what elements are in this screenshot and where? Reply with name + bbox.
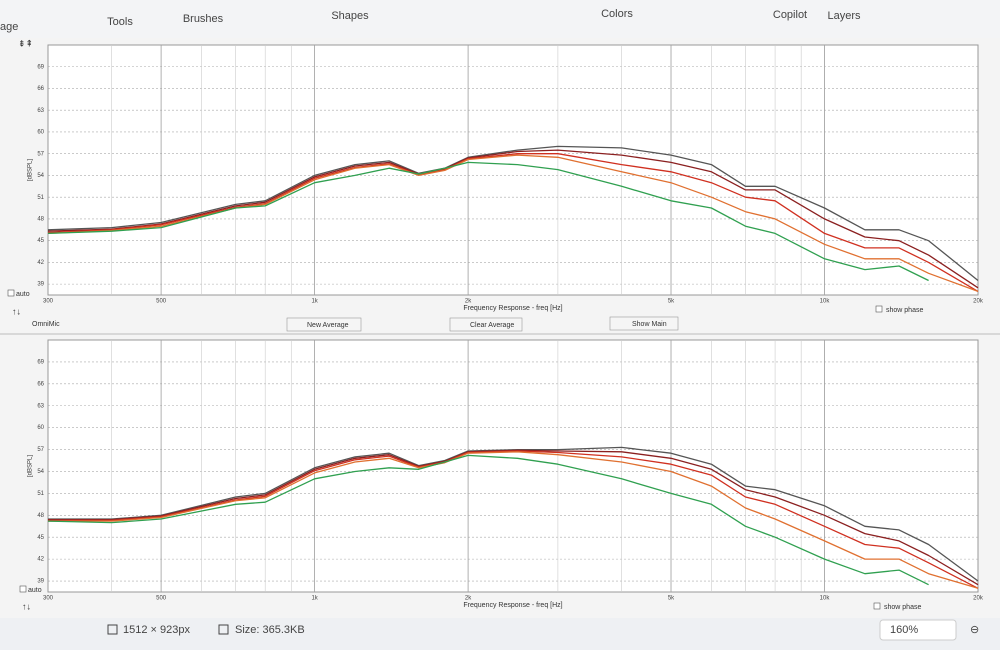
shapes-tab[interactable]: Shapes — [331, 10, 369, 22]
series-line — [48, 449, 979, 586]
clear-average-button[interactable] — [449, 317, 523, 332]
auto-label: auto — [16, 291, 30, 298]
y-tick-label: 69 — [37, 359, 44, 365]
series-line — [47, 454, 929, 586]
x-tick-label: 20k — [973, 299, 984, 305]
series-line — [48, 446, 979, 582]
y-axis-label: [dBSPL] — [28, 159, 34, 181]
dimension-icon — [107, 624, 118, 635]
y-tick-label: 57 — [37, 447, 44, 453]
plot-area — [47, 339, 979, 593]
y-tick-label: 66 — [37, 86, 44, 92]
x-tick-label: 5k — [668, 299, 675, 305]
nav-arrows[interactable]: ↑↓ — [12, 306, 21, 316]
brushes-tab[interactable]: Brushes — [183, 13, 224, 25]
y-tick-label: 54 — [37, 173, 44, 179]
y-tick-label: 60 — [37, 130, 44, 136]
x-tick-label: 300 — [43, 299, 54, 305]
series-line — [47, 153, 979, 292]
device-label[interactable]: OmniMic — [32, 321, 60, 328]
colors-tab[interactable]: Colors — [601, 8, 633, 20]
auto-checkbox[interactable] — [7, 289, 15, 297]
zoom-box[interactable] — [879, 619, 957, 641]
y-tick-label: 42 — [37, 260, 44, 266]
x-tick-label: 300 — [43, 596, 54, 602]
x-axis-label: Frequency Response - freq [Hz] — [463, 602, 562, 609]
x-tick-label: 1k — [311, 299, 318, 305]
plot-area — [47, 44, 979, 296]
x-tick-label: 2k — [465, 299, 472, 305]
new-average-text[interactable]: New Average — [307, 322, 349, 329]
series-line — [47, 149, 979, 289]
y-tick-label: 63 — [37, 403, 44, 409]
toolbar — [0, 0, 1000, 38]
y-tick-label: 51 — [37, 195, 44, 201]
auto-checkbox-2[interactable] — [19, 585, 27, 593]
x-tick-label: 10k — [820, 299, 831, 305]
series-line — [47, 145, 979, 282]
zoom-level[interactable]: 160% — [890, 624, 918, 636]
y-tick-label: 57 — [37, 151, 44, 157]
x-tick-label: 10k — [820, 596, 831, 602]
layers-tab[interactable]: Layers — [827, 10, 861, 22]
y-tick-label: 69 — [37, 64, 44, 70]
y-axis-label: [dBSPL] — [28, 455, 34, 477]
auto-label-2: auto — [28, 587, 42, 594]
y-tick-label: 60 — [37, 425, 44, 431]
arrows-icon: ⇟⇞ — [18, 38, 33, 48]
series-line — [48, 451, 979, 589]
x-tick-label: 5k — [668, 596, 675, 602]
series-line — [47, 154, 979, 293]
y-tick-label: 48 — [37, 216, 44, 222]
show-phase-label: show phase — [886, 307, 923, 314]
status-bar — [0, 618, 1000, 650]
toolbar-left: age — [0, 21, 18, 33]
file-size: Size: 365.3KB — [235, 624, 305, 636]
show-main-text[interactable]: Show Main — [632, 321, 667, 328]
x-tick-label: 2k — [465, 596, 472, 602]
phase-checkbox[interactable] — [875, 305, 883, 313]
x-tick-label: 20k — [973, 596, 984, 602]
y-tick-label: 42 — [37, 557, 44, 563]
tools-tab[interactable]: Tools — [107, 16, 133, 28]
y-tick-label: 63 — [37, 108, 44, 114]
zoom-out[interactable]: ⊖ — [970, 624, 979, 636]
y-tick-label: 45 — [37, 535, 44, 541]
new-average-button[interactable] — [286, 317, 362, 332]
phase-checkbox-2[interactable] — [873, 602, 881, 610]
y-tick-label: 48 — [37, 513, 44, 519]
show-phase-label-2: show phase — [884, 604, 921, 611]
copilot-tab[interactable]: Copilot — [773, 9, 807, 21]
show-main-button[interactable] — [609, 316, 679, 331]
dimensions: 1512 × 923px — [123, 624, 190, 636]
series-line — [47, 161, 929, 282]
x-axis-label: Frequency Response - freq [Hz] — [463, 305, 562, 312]
y-tick-label: 39 — [37, 282, 44, 288]
y-tick-label: 66 — [37, 381, 44, 387]
y-tick-label: 54 — [37, 469, 44, 475]
y-tick-label: 45 — [37, 238, 44, 244]
size-icon — [218, 624, 229, 635]
y-tick-label: 51 — [37, 491, 44, 497]
x-tick-label: 1k — [311, 596, 318, 602]
x-tick-label: 500 — [156, 596, 167, 602]
y-tick-label: 39 — [37, 579, 44, 585]
clear-average-text[interactable]: Clear Average — [470, 322, 514, 329]
x-tick-label: 500 — [156, 299, 167, 305]
series-line — [48, 450, 979, 589]
nav-arrows-2[interactable]: ↑↓ — [22, 601, 31, 611]
